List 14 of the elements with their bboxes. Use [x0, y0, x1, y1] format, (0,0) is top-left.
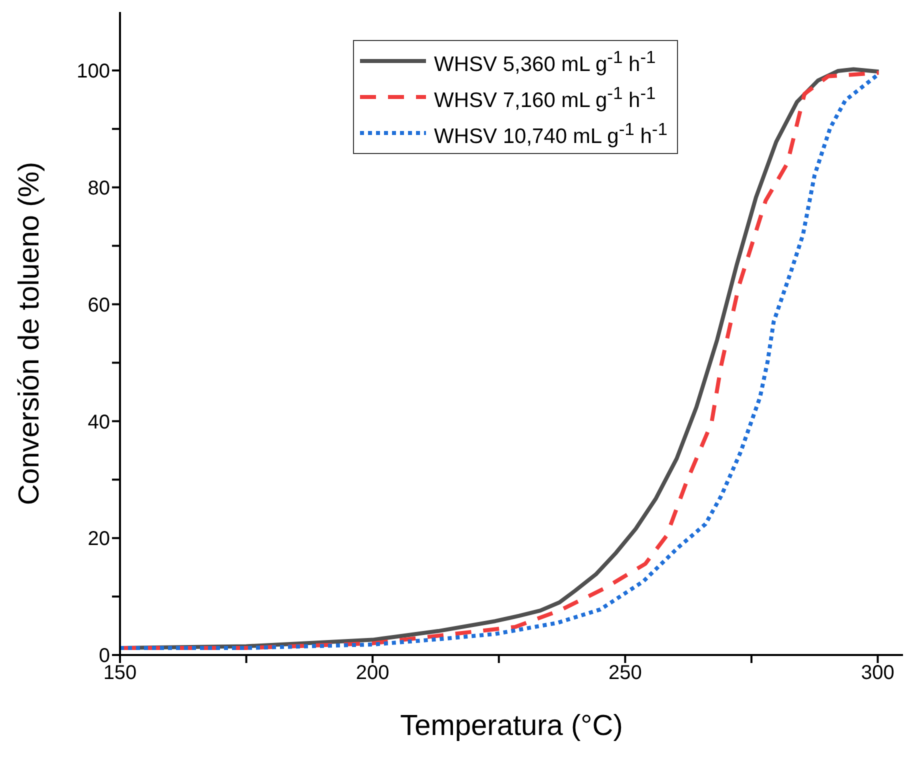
x-tick-label: 250 [608, 662, 642, 684]
legend-label: WHSV 10,740 mL g$^{-1}$ h$^{-1}$ [434, 118, 668, 150]
y-tick-label: 80 [88, 177, 110, 200]
x-tick-label: 150 [103, 662, 137, 684]
x-tick-label: 300 [861, 662, 894, 684]
y-axis-title: Conversión de tolueno (%) [13, 162, 46, 506]
legend-label: WHSV 5,360 mL g$^{-1}$ h$^{-1}$ [434, 46, 656, 78]
x-tick-label: 200 [356, 662, 390, 684]
x-axis-title: Temperatura (°C) [400, 710, 623, 742]
y-tick-label: 40 [88, 411, 110, 434]
y-tick-label: 100 [76, 60, 110, 83]
y-tick-label: 20 [88, 528, 110, 550]
y-tick-label: 60 [88, 294, 110, 316]
legend-label: WHSV 7,160 mL g$^{-1}$ h$^{-1}$ [434, 82, 656, 114]
